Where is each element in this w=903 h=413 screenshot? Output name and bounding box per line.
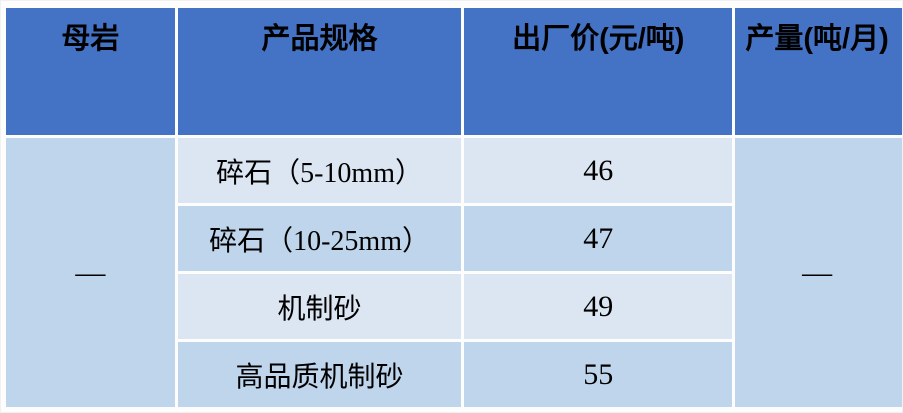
header-cell-price: 出厂价(元/吨) [464, 8, 733, 135]
header-cell-output: 产量(吨/月) [735, 8, 899, 135]
cutoff-column-header-segment [898, 8, 902, 135]
spec-cell: 碎石（5-10mm） [177, 138, 462, 203]
output-value-cell: — [735, 138, 899, 407]
table-row: 碎石（10-25mm） 47 [6, 206, 899, 271]
cutoff-column-body-segment [898, 138, 902, 407]
price-cell: 49 [464, 274, 733, 339]
table-row: 机制砂 49 [6, 274, 899, 339]
spec-cell: 高品质机制砂 [177, 342, 462, 407]
price-cell: 55 [464, 342, 733, 407]
spec-cell: 机制砂 [177, 274, 462, 339]
rock-value-cell: — [6, 138, 175, 407]
header-row: 母岩 产品规格 出厂价(元/吨) 产量(吨/月) [6, 8, 899, 135]
price-cell: 47 [464, 206, 733, 271]
header-cell-rock: 母岩 [6, 8, 175, 135]
table-row: — 碎石（5-10mm） 46 — [6, 138, 899, 407]
spec-cell: 碎石（10-25mm） [177, 206, 462, 271]
price-cell: 46 [464, 138, 733, 203]
cutoff-column-strip [898, 8, 902, 407]
table-row: 高品质机制砂 55 [6, 342, 899, 407]
header-cell-spec: 产品规格 [177, 8, 462, 135]
product-price-table: 母岩 产品规格 出厂价(元/吨) 产量(吨/月) — 碎石（5-10mm） 46… [3, 5, 902, 410]
header-cell-output-label: 产量(吨/月) [745, 23, 889, 55]
